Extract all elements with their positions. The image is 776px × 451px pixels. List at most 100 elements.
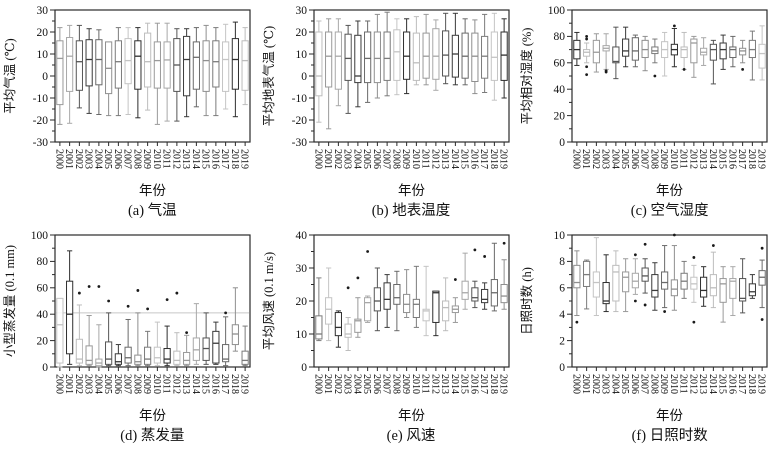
svg-text:2016: 2016 (727, 149, 738, 169)
svg-text:2004: 2004 (351, 149, 362, 169)
caption-b: (b) 地表温度 (371, 203, 451, 219)
svg-text:2012: 2012 (170, 374, 181, 394)
svg-text:2012: 2012 (429, 374, 440, 394)
svg-text:2008: 2008 (390, 374, 401, 394)
svg-text:2007: 2007 (380, 374, 391, 394)
panel-b-surface-temperature: -30 -20 -10 0 10 20 30 2000 2001 2002 2003 2004 2005… (259, 0, 518, 225)
svg-text:-20: -20 (33, 115, 49, 127)
boxplot-surface-temperature: -30 -20 -10 0 10 20 30 200020012002200320042005… (261, 5, 510, 198)
svg-text:2012: 2012 (170, 149, 181, 169)
svg-text:2010: 2010 (410, 374, 421, 394)
svg-text:2005: 2005 (102, 149, 113, 169)
svg-text:2008: 2008 (390, 149, 401, 169)
svg-text:平均风速 (0.1 m/s): 平均风速 (0.1 m/s) (262, 252, 276, 350)
svg-text:2007: 2007 (639, 149, 650, 169)
svg-text:2013: 2013 (180, 374, 191, 394)
svg-text:2016: 2016 (727, 374, 738, 394)
svg-text:2006: 2006 (371, 374, 382, 394)
svg-text:2014: 2014 (190, 149, 201, 169)
svg-text:2006: 2006 (371, 149, 382, 169)
svg-text:2012: 2012 (688, 149, 699, 169)
svg-text:60: 60 (37, 283, 49, 295)
caption-d: (d) 蒸发量 (120, 428, 185, 444)
svg-text:2009: 2009 (400, 374, 411, 394)
svg-text:0: 0 (560, 362, 566, 374)
svg-text:0: 0 (42, 71, 48, 83)
svg-text:4: 4 (560, 309, 566, 321)
svg-text:2015: 2015 (458, 374, 469, 394)
svg-text:2010: 2010 (151, 149, 162, 169)
svg-text:0: 0 (301, 362, 307, 374)
svg-text:2002: 2002 (332, 149, 343, 169)
svg-text:2005: 2005 (619, 149, 630, 169)
svg-text:2017: 2017 (736, 374, 747, 394)
svg-text:2002: 2002 (73, 374, 84, 394)
svg-text:2001: 2001 (580, 374, 591, 394)
svg-text:2017: 2017 (478, 149, 489, 169)
svg-text:20: 20 (37, 335, 49, 347)
svg-text:2007: 2007 (639, 374, 650, 394)
svg-text:2009: 2009 (658, 374, 669, 394)
svg-text:2011: 2011 (161, 374, 172, 394)
svg-text:平均地表气温 (℃): 平均地表气温 (℃) (261, 26, 276, 126)
svg-text:2017: 2017 (219, 374, 230, 394)
svg-text:2011: 2011 (678, 149, 689, 169)
svg-text:2: 2 (560, 335, 566, 347)
svg-text:2000: 2000 (53, 374, 64, 394)
svg-text:10: 10 (295, 49, 307, 61)
boxplot-humidity: 0 20 40 60 80 100 2000200120022003200420052006… (519, 5, 768, 198)
svg-text:80: 80 (554, 31, 566, 43)
svg-text:2015: 2015 (458, 149, 469, 169)
svg-text:2001: 2001 (322, 149, 333, 169)
svg-text:2013: 2013 (439, 374, 450, 394)
caption-e: (e) 风速 (386, 428, 436, 444)
svg-text:2019: 2019 (239, 149, 250, 169)
svg-text:2018: 2018 (746, 374, 757, 394)
svg-text:2019: 2019 (756, 149, 767, 169)
svg-text:-30: -30 (291, 137, 307, 149)
panel-f-sunshine-hours: 0 2 4 6 8 10 2000 2001 2002 2003 2004 2005 2006 2007 2… (517, 225, 776, 450)
svg-text:2016: 2016 (468, 149, 479, 169)
svg-text:2019: 2019 (239, 374, 250, 394)
svg-text:2009: 2009 (400, 149, 411, 169)
svg-text:2006: 2006 (112, 149, 123, 169)
svg-text:2012: 2012 (688, 374, 699, 394)
svg-text:2003: 2003 (341, 149, 352, 169)
svg-text:2013: 2013 (439, 149, 450, 169)
svg-text:10: 10 (554, 230, 566, 242)
svg-text:2010: 2010 (668, 149, 679, 169)
svg-text:30: 30 (295, 5, 307, 17)
svg-text:2006: 2006 (629, 149, 640, 169)
svg-text:2014: 2014 (707, 374, 718, 394)
svg-text:2005: 2005 (102, 374, 113, 394)
svg-text:40: 40 (295, 230, 307, 242)
svg-text:2007: 2007 (122, 149, 133, 169)
svg-text:2016: 2016 (209, 374, 220, 394)
svg-text:20: 20 (37, 27, 49, 39)
svg-text:2002: 2002 (590, 149, 601, 169)
svg-text:2007: 2007 (122, 374, 133, 394)
svg-text:平均相对湿度 (%): 平均相对湿度 (%) (519, 28, 534, 125)
svg-text:2013: 2013 (697, 149, 708, 169)
svg-text:2005: 2005 (361, 149, 372, 169)
svg-text:2012: 2012 (429, 149, 440, 169)
svg-text:2019: 2019 (756, 374, 767, 394)
svg-text:2007: 2007 (380, 149, 391, 169)
svg-text:0: 0 (560, 137, 566, 149)
svg-text:2013: 2013 (180, 149, 191, 169)
svg-text:2015: 2015 (200, 374, 211, 394)
svg-text:2001: 2001 (63, 374, 74, 394)
svg-text:2000: 2000 (312, 149, 323, 169)
svg-text:2003: 2003 (341, 374, 352, 394)
svg-text:2002: 2002 (73, 149, 84, 169)
svg-text:2004: 2004 (610, 374, 621, 394)
svg-text:2014: 2014 (449, 374, 460, 394)
svg-text:6: 6 (560, 283, 566, 295)
svg-text:年份: 年份 (656, 408, 684, 423)
svg-text:2001: 2001 (322, 374, 333, 394)
svg-text:20: 20 (295, 27, 307, 39)
svg-text:2018: 2018 (229, 149, 240, 169)
boxplot-evaporation: 0 20 40 60 80 100 2000200120022003200420052006… (2, 230, 251, 423)
svg-text:30: 30 (37, 5, 49, 17)
